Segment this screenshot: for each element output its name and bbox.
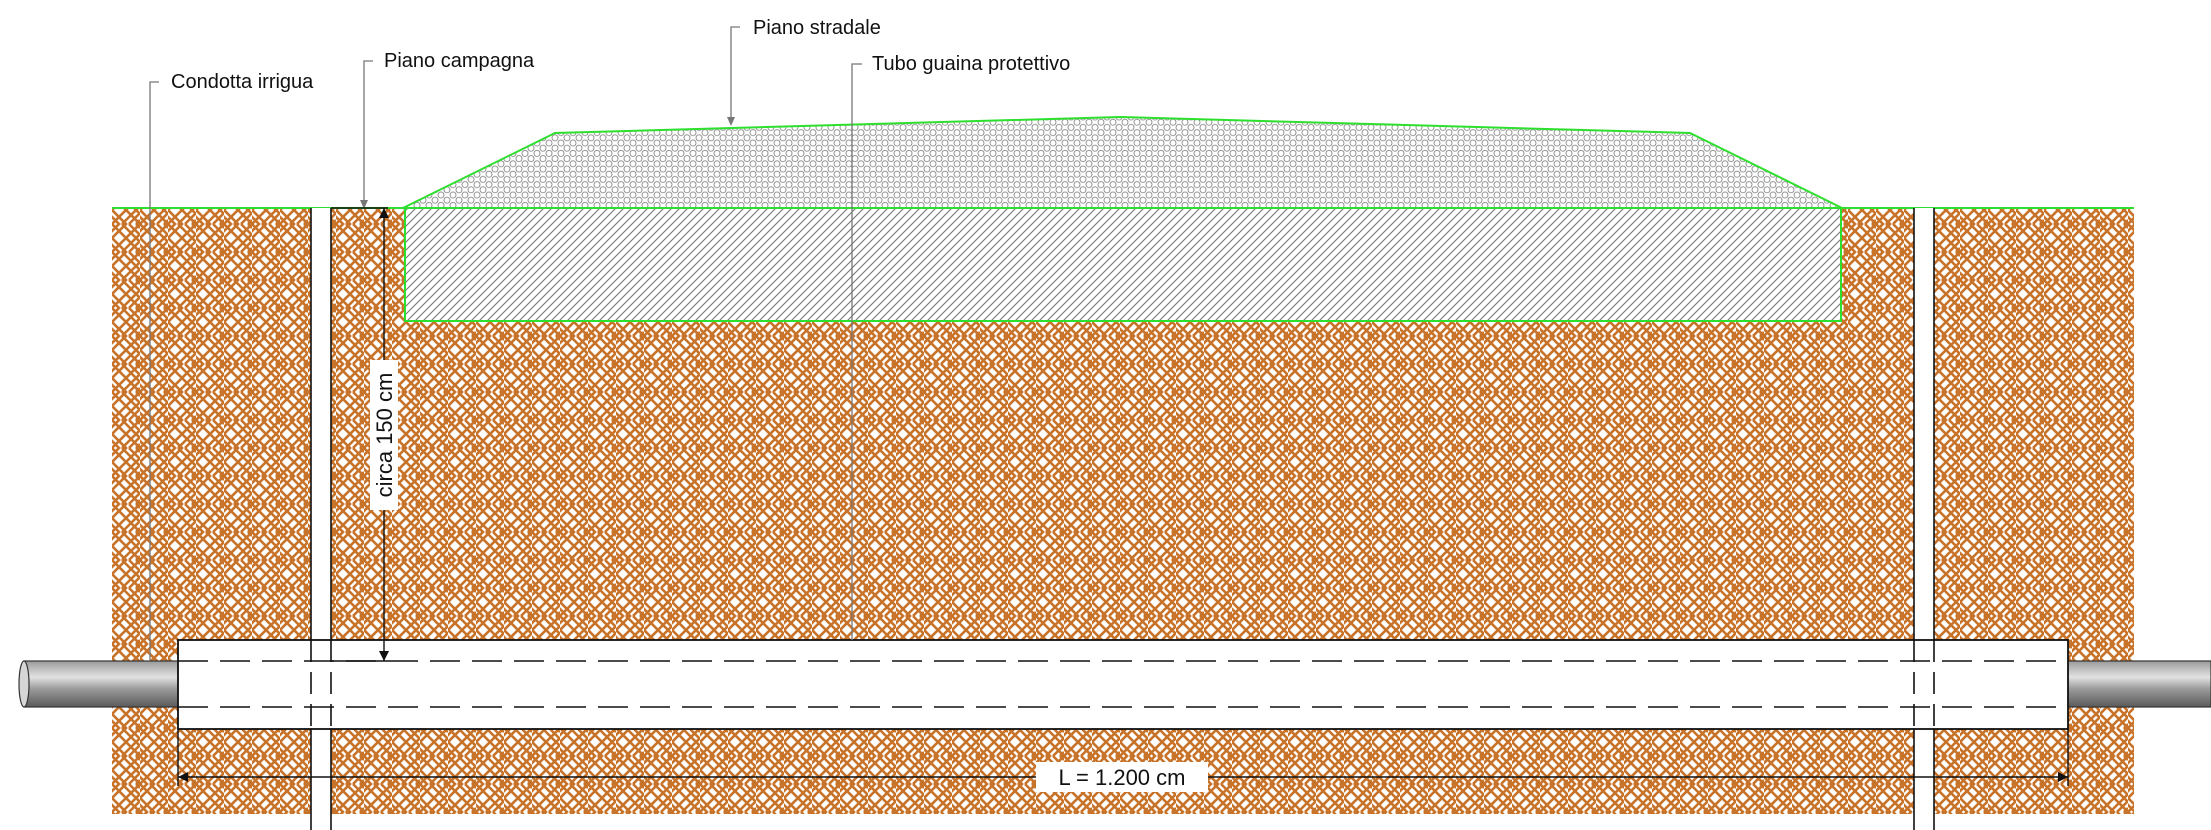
trench-right [1913, 208, 1935, 830]
leader-tubo-guaina [851, 63, 862, 640]
length-label-bg [1036, 762, 1208, 792]
depth-arrow-bottom [379, 651, 389, 661]
protective-sleeve-pipe [177, 639, 2069, 730]
leader-arrow-piano-stradale [727, 117, 735, 126]
irrigation-pipe-left [18, 660, 179, 708]
road-gravel-layer [402, 115, 1843, 209]
label-piano-campagna: Piano campagna [384, 50, 535, 72]
irrigation-pipe-right [2067, 660, 2211, 708]
leader-piano-campagna [363, 60, 373, 205]
label-tubo-guaina: Tubo guaina protettivo [872, 53, 1070, 75]
depth-label-bg [370, 360, 398, 510]
leader-piano-stradale [730, 26, 740, 121]
trench-left [310, 208, 332, 830]
leader-lines [149, 26, 862, 660]
depth-arrow-top [379, 208, 389, 218]
leader-arrow-piano-campagna [360, 200, 368, 209]
length-arrow-left [178, 772, 188, 782]
road-subgrade-layer [404, 207, 1842, 322]
depth-dimension-label: circa 150 cm [372, 373, 397, 498]
label-piano-stradale: Piano stradale [753, 17, 881, 39]
length-arrow-right [2058, 772, 2068, 782]
trench-crossing-dashes [310, 640, 1935, 729]
leader-condotta [149, 81, 159, 660]
length-dimension-label: L = 1.200 cm [1059, 765, 1186, 790]
label-condotta-irrigua: Condotta irrigua [171, 71, 314, 93]
